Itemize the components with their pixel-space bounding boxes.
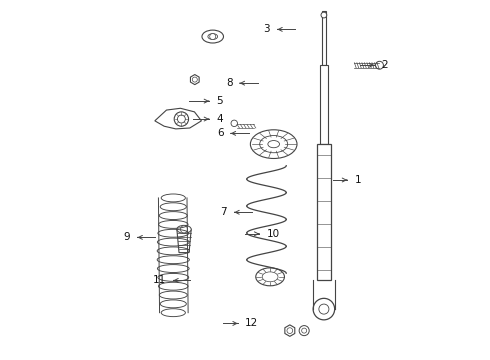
Circle shape <box>321 12 327 18</box>
Text: 3: 3 <box>264 24 270 35</box>
Circle shape <box>210 33 216 40</box>
Text: 1: 1 <box>354 175 361 185</box>
Text: 10: 10 <box>267 229 280 239</box>
Text: 5: 5 <box>216 96 223 106</box>
FancyBboxPatch shape <box>320 65 328 144</box>
Circle shape <box>319 304 329 314</box>
Text: 12: 12 <box>245 319 258 328</box>
Text: 9: 9 <box>123 232 130 242</box>
FancyBboxPatch shape <box>317 144 331 280</box>
Ellipse shape <box>256 268 285 286</box>
FancyBboxPatch shape <box>322 12 326 65</box>
Circle shape <box>180 226 188 233</box>
Circle shape <box>287 328 293 333</box>
Ellipse shape <box>268 140 279 148</box>
Polygon shape <box>177 229 191 253</box>
Circle shape <box>177 115 185 123</box>
Circle shape <box>375 61 383 69</box>
Text: 2: 2 <box>381 60 388 70</box>
Circle shape <box>313 298 335 320</box>
Text: 7: 7 <box>220 207 227 217</box>
Ellipse shape <box>262 272 278 282</box>
Text: 4: 4 <box>216 114 223 124</box>
Circle shape <box>302 328 307 333</box>
Ellipse shape <box>177 225 191 233</box>
Ellipse shape <box>250 130 297 158</box>
Ellipse shape <box>208 33 218 40</box>
Text: 8: 8 <box>226 78 232 88</box>
Polygon shape <box>155 108 201 129</box>
Text: 11: 11 <box>153 275 166 285</box>
Circle shape <box>174 112 189 126</box>
Circle shape <box>231 120 238 127</box>
Ellipse shape <box>202 30 223 43</box>
Text: 6: 6 <box>217 129 223 138</box>
Ellipse shape <box>260 135 288 153</box>
Circle shape <box>192 77 197 82</box>
Circle shape <box>299 325 309 336</box>
